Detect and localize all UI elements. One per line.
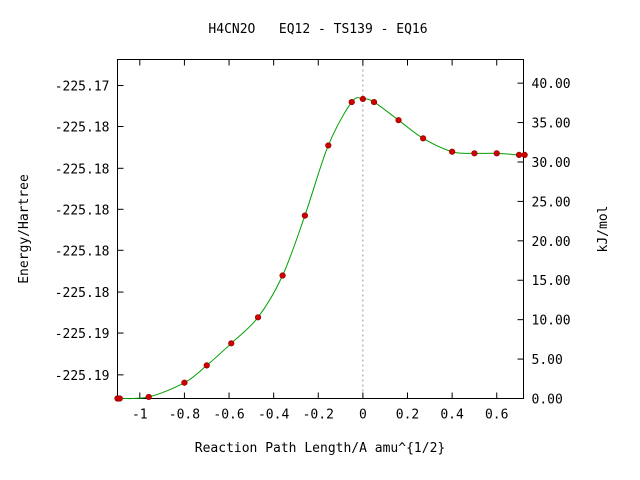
y-axis-label-right: kJ/mol (596, 206, 611, 253)
y-axis-label-left: Energy/Hartree (17, 174, 32, 284)
data-point (515, 151, 523, 158)
data-point (279, 272, 286, 279)
chart-title: H4CN2O EQ12 - TS139 - EQ16 (208, 22, 427, 37)
y-left-tick-label: -225.19 (55, 369, 110, 384)
data-point (395, 117, 402, 124)
energy-curve (116, 97, 525, 400)
data-point (181, 379, 188, 386)
data-point (301, 212, 308, 219)
data-point (325, 142, 332, 149)
data-point (359, 95, 366, 103)
x-axis-label: Reaction Path Length/A amu^{1/2} (195, 441, 445, 456)
data-point (254, 314, 262, 321)
x-tick-label: -0.6 (213, 408, 244, 423)
y-left-tick-label: -225.18 (55, 162, 110, 177)
plot-frame (117, 59, 524, 399)
y-left-tick-label: -225.18 (55, 244, 110, 259)
x-tick-label: 0.6 (485, 408, 508, 423)
data-point (203, 362, 210, 369)
y-right-tick-label: 40.00 (532, 77, 571, 92)
y-right-tick-label: 20.00 (532, 235, 571, 250)
y-left-tick-label: -225.18 (55, 286, 110, 301)
y-left-tick-label: -225.18 (55, 121, 110, 136)
data-point (493, 150, 500, 157)
data-point (449, 148, 456, 155)
data-point (145, 393, 152, 401)
y-right-tick-label: 5.00 (532, 353, 563, 368)
y-right-tick-label: 25.00 (532, 195, 571, 210)
x-tick-label: -0.2 (303, 408, 334, 423)
x-tick-label: -0.8 (169, 408, 200, 423)
y-left-tick-label: -225.18 (55, 203, 110, 218)
y-left-tick-label: -225.19 (55, 327, 110, 342)
x-tick-label: 0 (359, 408, 367, 423)
y-left-tick-label: -225.17 (55, 80, 110, 95)
x-tick-label: -1 (132, 408, 148, 423)
x-tick-label: 0.2 (396, 408, 419, 423)
data-point (228, 340, 235, 347)
data-point (471, 150, 478, 157)
data-point (348, 98, 355, 106)
data-point (521, 151, 528, 158)
y-right-tick-label: 30.00 (532, 156, 571, 171)
y-right-tick-label: 35.00 (532, 117, 571, 132)
y-right-tick-label: 0.00 (532, 393, 563, 408)
data-point (116, 395, 123, 402)
data-point (370, 98, 378, 106)
x-tick-label: -0.4 (258, 408, 289, 423)
x-tick-label: 0.4 (440, 408, 464, 423)
y-right-tick-label: 15.00 (532, 274, 571, 289)
data-point (420, 135, 427, 142)
y-right-tick-label: 10.00 (532, 314, 571, 329)
